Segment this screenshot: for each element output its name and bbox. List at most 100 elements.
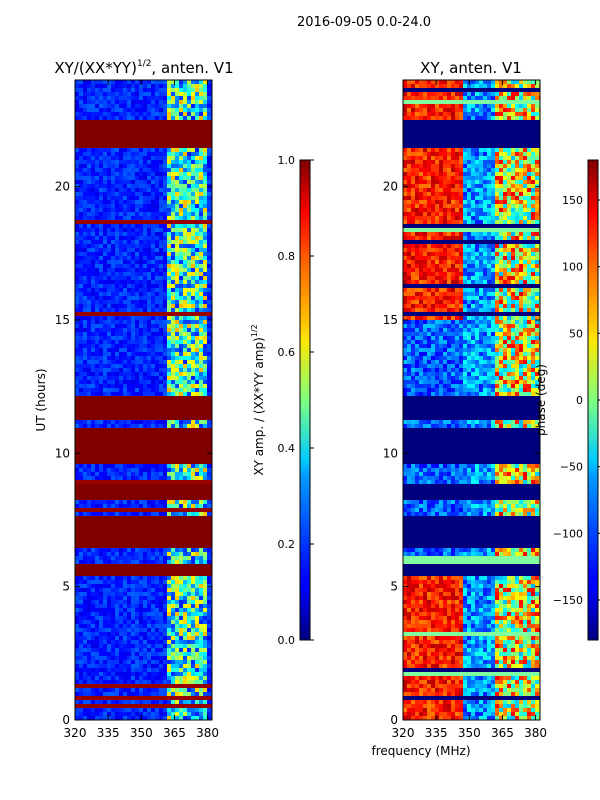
heatmap-cell xyxy=(187,188,192,193)
heatmap-flag-row xyxy=(75,684,212,689)
heatmap-cell xyxy=(103,708,108,713)
heatmap-cell xyxy=(187,176,192,181)
heatmap-cell xyxy=(183,708,188,713)
heatmap-cell xyxy=(195,700,200,705)
heatmap-cell xyxy=(103,304,108,309)
heatmap-cell xyxy=(487,84,492,89)
heatmap-cell xyxy=(179,680,184,685)
heatmap-cell xyxy=(95,92,100,97)
heatmap-cell xyxy=(143,88,148,93)
heatmap-cell xyxy=(475,208,480,213)
heatmap-cell xyxy=(103,164,108,169)
heatmap-cell xyxy=(203,92,208,97)
heatmap-cell xyxy=(107,644,112,649)
heatmap-cell xyxy=(87,172,92,177)
heatmap-cell xyxy=(147,648,152,653)
heatmap-cell xyxy=(91,336,96,341)
heatmap-cell xyxy=(103,276,108,281)
heatmap-cell xyxy=(163,296,168,301)
heatmap-cell xyxy=(135,560,140,565)
heatmap-cell xyxy=(207,276,212,281)
heatmap-cell xyxy=(75,580,80,585)
heatmap-cell xyxy=(127,504,132,509)
heatmap-cell xyxy=(199,620,204,625)
heatmap-cell xyxy=(131,328,136,333)
heatmap-cell xyxy=(135,424,140,429)
heatmap-cell xyxy=(99,260,104,265)
heatmap-cell xyxy=(103,420,108,425)
heatmap-cell xyxy=(207,200,212,205)
heatmap-cell xyxy=(83,284,88,289)
heatmap-cell xyxy=(131,248,136,253)
heatmap-cell xyxy=(195,168,200,173)
heatmap-cell xyxy=(171,548,176,553)
heatmap-cell xyxy=(175,84,180,89)
heatmap-cell xyxy=(151,616,156,621)
heatmap-cell xyxy=(87,680,92,685)
heatmap-cell xyxy=(111,596,116,601)
heatmap-cell xyxy=(167,184,172,189)
heatmap-cell xyxy=(199,104,204,109)
heatmap-cell xyxy=(523,104,528,109)
heatmap-cell xyxy=(163,604,168,609)
heatmap-cell xyxy=(135,320,140,325)
heatmap-cell xyxy=(79,116,84,121)
heatmap-cell xyxy=(115,504,120,509)
heatmap-cell xyxy=(87,656,92,661)
heatmap-cell xyxy=(83,160,88,165)
heatmap-cell xyxy=(119,284,124,289)
heatmap-cell xyxy=(131,680,136,685)
heatmap-cell xyxy=(531,156,536,161)
heatmap-cell xyxy=(95,208,100,213)
heatmap-cell xyxy=(171,652,176,657)
heatmap-cell xyxy=(191,644,196,649)
heatmap-cell xyxy=(151,316,156,321)
heatmap-cell xyxy=(415,108,420,113)
heatmap-cell xyxy=(111,240,116,245)
heatmap-cell xyxy=(455,168,460,173)
heatmap-cell xyxy=(139,240,144,245)
heatmap-cell xyxy=(207,360,212,365)
heatmap-block-row xyxy=(75,444,212,449)
heatmap-cell xyxy=(79,188,84,193)
heatmap-cell xyxy=(91,88,96,93)
heatmap-cell xyxy=(511,204,516,209)
heatmap-cell xyxy=(415,96,420,101)
heatmap-cell xyxy=(411,208,416,213)
heatmap-cell xyxy=(147,304,152,309)
heatmap-cell xyxy=(171,612,176,617)
heatmap-cell xyxy=(83,336,88,341)
heatmap-cell xyxy=(515,180,520,185)
heatmap-cell xyxy=(175,424,180,429)
heatmap-cell xyxy=(471,84,476,89)
heatmap-cell xyxy=(203,700,208,705)
heatmap-cell xyxy=(127,512,132,517)
heatmap-cell xyxy=(175,156,180,161)
heatmap-cell xyxy=(147,84,152,89)
heatmap-cell xyxy=(207,336,212,341)
heatmap-cell xyxy=(143,288,148,293)
heatmap-cell xyxy=(519,192,524,197)
heatmap-cell xyxy=(139,644,144,649)
heatmap-cell xyxy=(87,548,92,553)
heatmap-cell xyxy=(451,148,456,153)
heatmap-cell xyxy=(183,304,188,309)
heatmap-cell xyxy=(151,352,156,357)
heatmap-cell xyxy=(79,604,84,609)
heatmap-cell xyxy=(91,712,96,717)
heatmap-cell xyxy=(131,504,136,509)
heatmap-cell xyxy=(139,372,144,377)
heatmap-cell xyxy=(179,368,184,373)
heatmap-cell xyxy=(103,552,108,557)
heatmap-cell xyxy=(139,100,144,105)
heatmap-cell xyxy=(107,304,112,309)
heatmap-cell xyxy=(459,152,464,157)
heatmap-cell xyxy=(83,196,88,201)
heatmap-cell xyxy=(139,280,144,285)
heatmap-cell xyxy=(435,92,440,97)
heatmap-cell xyxy=(107,236,112,241)
heatmap-cell xyxy=(195,688,200,693)
heatmap-cell xyxy=(179,292,184,297)
heatmap-cell xyxy=(79,280,84,285)
heatmap-cell xyxy=(183,584,188,589)
